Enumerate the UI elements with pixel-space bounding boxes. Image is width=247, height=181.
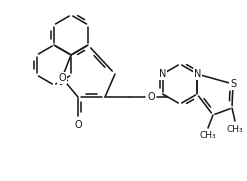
Text: CH₃: CH₃ (227, 125, 243, 134)
Text: S: S (230, 79, 236, 89)
Text: CH₃: CH₃ (200, 132, 216, 140)
Text: O: O (74, 120, 82, 130)
Text: N: N (159, 69, 166, 79)
Text: O: O (147, 92, 155, 102)
Text: N: N (194, 69, 201, 79)
Text: O: O (58, 73, 66, 83)
